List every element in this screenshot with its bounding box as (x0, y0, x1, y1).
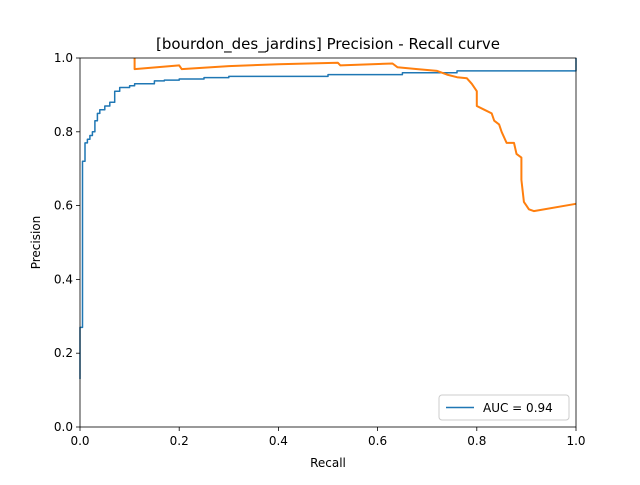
series-line-2 (133, 58, 577, 213)
y-tick-label: 0.4 (54, 272, 73, 286)
x-axis-label: Recall (310, 456, 346, 470)
y-tick-label: 0.8 (54, 125, 73, 139)
ticks-layer: 0.0 0.2 0.4 0.6 0.8 1.0 0.0 0.2 0.4 0.6 0.8 1.0 (54, 51, 586, 448)
y-tick-label: 0.6 (54, 199, 73, 213)
x-tick-label: 0.4 (269, 434, 288, 448)
legend-label-auc: AUC = 0.94 (483, 401, 553, 415)
legend-box (438, 394, 570, 421)
x-tick-label: 0.2 (170, 434, 189, 448)
y-tick-label: 0.2 (54, 346, 73, 360)
chart-title: [bourdon_des_jardins] Precision - Recall… (156, 35, 500, 54)
series-line-auc (79, 58, 577, 379)
x-tick-label: 0.0 (70, 434, 89, 448)
x-tick-label: 1.0 (566, 434, 585, 448)
x-tick-label: 0.6 (368, 434, 387, 448)
legend: AUC = 0.94 (438, 394, 570, 421)
y-tick-label: 0.0 (54, 420, 73, 434)
series-layer (79, 58, 577, 379)
y-tick-label: 1.0 (54, 51, 73, 65)
y-axis-label: Precision (29, 216, 43, 270)
x-tick-label: 0.8 (467, 434, 486, 448)
plot-frame (79, 57, 577, 428)
